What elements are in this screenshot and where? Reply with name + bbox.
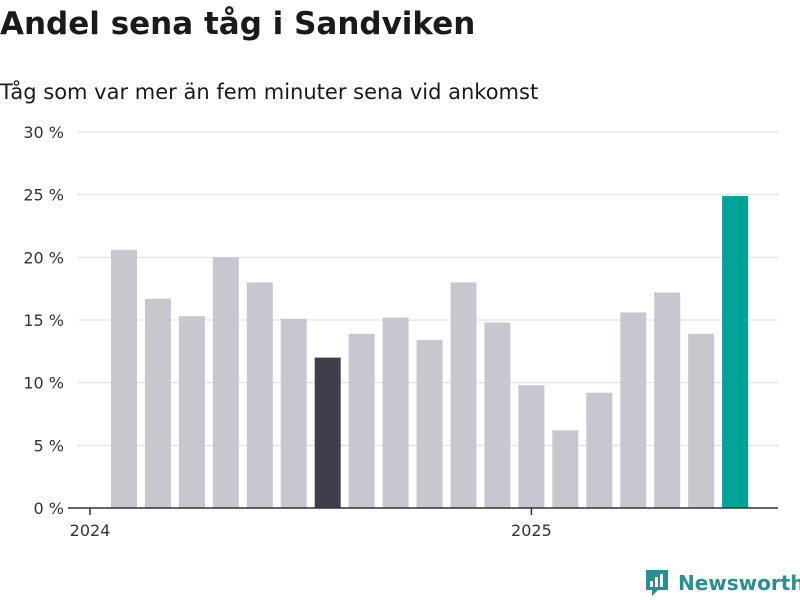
bar-2024-05 <box>246 282 273 508</box>
bar-2024-10 <box>416 340 443 508</box>
bar-2025-06 <box>688 333 715 508</box>
bars <box>111 195 749 509</box>
x-tick-label: 2025 <box>511 521 552 540</box>
y-tick-label: 15 % <box>23 311 64 330</box>
bar-2024-02 <box>144 298 171 508</box>
bar-2024-08 <box>348 333 375 508</box>
chart-subtitle: Tåg som var mer än fem minuter sena vid … <box>0 80 539 104</box>
y-axis-labels: 0 % 5 % 10 % 15 % 20 % 25 % 30 % <box>23 123 64 518</box>
x-axis: 2024 2025 <box>68 507 778 540</box>
y-tick-label: 10 % <box>23 374 64 393</box>
bar-2024-07 <box>314 357 341 508</box>
y-tick-label: 5 % <box>34 436 64 455</box>
bar-2025-04 <box>620 312 647 508</box>
bar-2025-03 <box>586 392 613 508</box>
y-tick-label: 0 % <box>34 499 64 518</box>
bar-2025-01 <box>518 385 545 508</box>
bar-2024-06 <box>280 318 307 508</box>
x-tick-label: 2024 <box>70 521 111 540</box>
y-tick-label: 25 % <box>23 186 64 205</box>
newsworthy-logo-icon <box>646 570 668 596</box>
bar-2025-07 <box>722 195 749 509</box>
y-tick-label: 30 % <box>23 123 64 142</box>
brand-name: Newsworthy <box>678 571 800 595</box>
bar-2025-02 <box>552 430 579 508</box>
bar-2024-11 <box>450 282 477 508</box>
bar-2024-09 <box>382 317 409 508</box>
bar-2024-04 <box>212 257 239 508</box>
y-tick-label: 20 % <box>23 248 64 267</box>
brand-logo: Newsworthy <box>644 568 800 598</box>
bar-2024-03 <box>178 316 205 508</box>
bar-2024-12 <box>484 322 511 508</box>
chart-title: Andel sena tåg i Sandviken <box>0 6 476 42</box>
bar-2025-05 <box>654 292 681 508</box>
bar-2024-01 <box>111 249 137 508</box>
